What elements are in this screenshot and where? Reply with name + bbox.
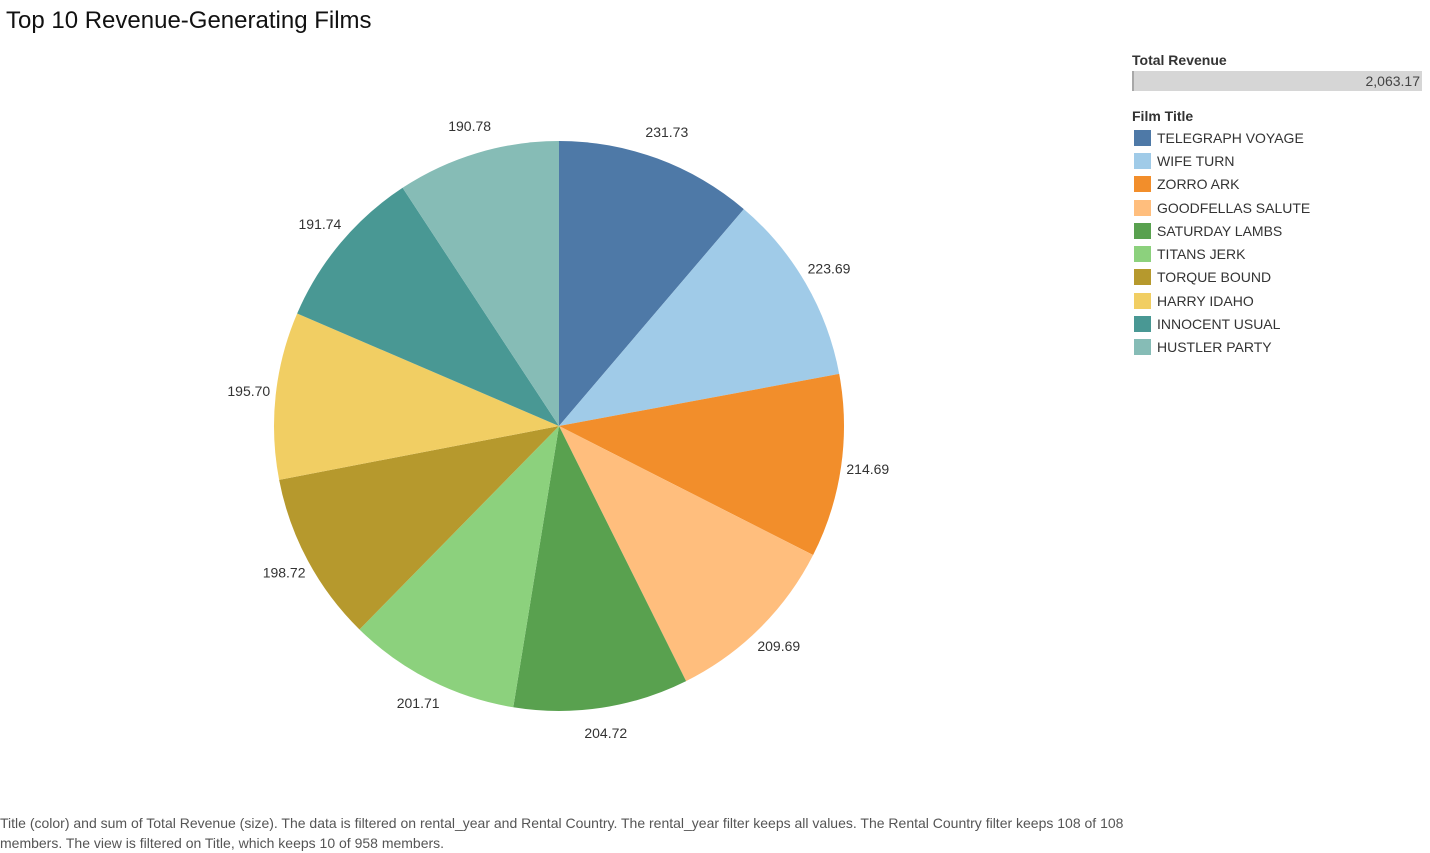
legend-item[interactable]: TITANS JERK (1132, 242, 1427, 265)
legend-swatch (1134, 199, 1151, 216)
chart-title: Top 10 Revenue-Generating Films (6, 7, 372, 34)
pie-slice-hustler-party[interactable] (402, 141, 559, 426)
pie-slice-goodfellas-salute[interactable] (559, 426, 814, 682)
slice-value-label: 231.73 (645, 124, 688, 140)
size-legend-max-label: 2,063.17 (1365, 73, 1421, 89)
slice-value-label: 191.74 (299, 216, 342, 232)
legend-swatch (1134, 176, 1151, 193)
legend-item[interactable]: SATURDAY LAMBS (1132, 219, 1427, 242)
legend-item[interactable]: GOODFELLAS SALUTE (1132, 196, 1427, 219)
legend-label: GOODFELLAS SALUTE (1157, 199, 1311, 216)
pie-slice-harry-idaho[interactable] (274, 313, 559, 480)
size-legend-bar: 2,063.17 (1132, 71, 1422, 91)
pie-slice-torque-bound[interactable] (279, 426, 559, 630)
legend-swatch (1134, 292, 1151, 309)
slice-value-label: 190.78 (448, 118, 491, 134)
slice-value-label: 201.71 (397, 695, 440, 711)
slice-value-label: 204.72 (584, 725, 627, 741)
legend-label: WIFE TURN (1157, 152, 1235, 169)
legend-item[interactable]: WIFE TURN (1132, 149, 1427, 172)
legend-label: HUSTLER PARTY (1157, 339, 1272, 356)
slice-value-label: 214.69 (846, 461, 889, 477)
size-legend-title: Total Revenue (1132, 52, 1227, 68)
color-legend-list: TELEGRAPH VOYAGE WIFE TURN ZORRO ARK GOODFE… (1132, 126, 1427, 359)
legend-panel: Total Revenue 2,063.17 Film Title TELEGR… (1132, 52, 1427, 359)
pie-chart: 231.73 223.69 214.69 209.69 204.72 201.71 198.… (227, 118, 889, 741)
legend-label: TITANS JERK (1157, 246, 1246, 263)
slice-value-label: 198.72 (263, 564, 306, 580)
slice-value-label: 195.70 (227, 383, 270, 399)
legend-item[interactable]: ZORRO ARK (1132, 173, 1427, 196)
legend-label: ZORRO ARK (1157, 176, 1240, 193)
legend-swatch (1134, 129, 1151, 146)
legend-item[interactable]: HUSTLER PARTY (1132, 336, 1427, 359)
color-legend-title: Film Title (1132, 108, 1194, 124)
legend-item[interactable]: HARRY IDAHO (1132, 289, 1427, 312)
slice-value-label: 223.69 (808, 260, 851, 276)
pie-slice-titans-jerk[interactable] (359, 426, 559, 708)
pie-slice-saturday-lambs[interactable] (513, 426, 687, 711)
pie-slice-zorro-ark[interactable] (559, 373, 845, 556)
legend-swatch (1134, 269, 1151, 286)
pie-slice-innocent-usual[interactable] (297, 187, 559, 426)
legend-swatch (1134, 339, 1151, 356)
legend-label: TORQUE BOUND (1157, 269, 1272, 286)
slice-value-label: 209.69 (757, 638, 800, 654)
legend-label: INNOCENT USUAL (1157, 316, 1281, 333)
legend-swatch (1134, 152, 1151, 169)
legend-swatch (1134, 246, 1151, 263)
legend-item[interactable]: TORQUE BOUND (1132, 266, 1427, 289)
legend-label: HARRY IDAHO (1157, 292, 1254, 309)
legend-label: SATURDAY LAMBS (1157, 222, 1283, 239)
pie-slice-wife-turn[interactable] (559, 209, 840, 426)
chart-footnote: Title (color) and sum of Total Revenue (… (0, 815, 1124, 851)
legend-label: TELEGRAPH VOYAGE (1157, 129, 1304, 146)
legend-item[interactable]: INNOCENT USUAL (1132, 312, 1427, 335)
pie-slice-telegraph-voyage[interactable] (559, 141, 744, 426)
legend-swatch (1134, 222, 1151, 239)
legend-swatch (1134, 316, 1151, 333)
legend-item[interactable]: TELEGRAPH VOYAGE (1132, 126, 1427, 149)
